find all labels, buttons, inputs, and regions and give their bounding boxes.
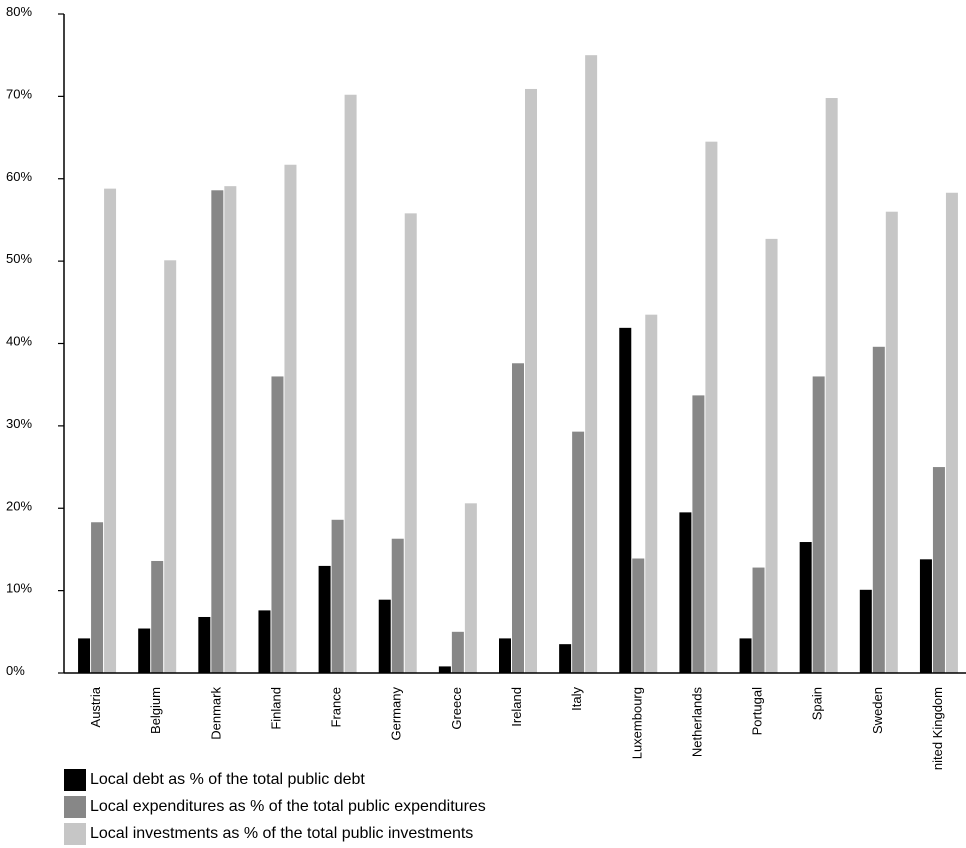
x-tick-label-spain: Spain bbox=[810, 687, 825, 720]
y-tick-label: 70% bbox=[6, 86, 32, 101]
bar-local-investments-sweden bbox=[885, 211, 898, 673]
bar-local-debt-denmark bbox=[198, 616, 211, 673]
legend-item-local-investments: Local investments as % of the total publ… bbox=[64, 820, 486, 847]
legend-label-local-debt: Local debt as % of the total public debt bbox=[90, 770, 365, 788]
bar-local-debt-austria bbox=[78, 638, 91, 673]
x-labels-group: Austria Belgium Denmark Finland France German… bbox=[88, 686, 945, 770]
y-tick-label: 10% bbox=[6, 581, 32, 596]
x-tick-label-portugal: Portugal bbox=[750, 687, 765, 736]
y-tick-label: 50% bbox=[6, 251, 32, 266]
x-tick-label-france: France bbox=[329, 687, 344, 727]
bar-local-expenditures-denmark bbox=[211, 190, 224, 673]
y-ticks-group: 0% 10% 20% 30% 40% 50% 60% 70% 80% bbox=[6, 4, 64, 678]
bar-local-expenditures-united-kingdom bbox=[932, 467, 945, 673]
bar-local-expenditures-belgium bbox=[151, 560, 164, 673]
bar-local-expenditures-greece bbox=[451, 631, 464, 673]
x-tick-label-finland: Finland bbox=[268, 687, 283, 730]
bar-local-expenditures-ireland bbox=[512, 363, 524, 673]
legend-swatch-local-expenditures bbox=[64, 795, 86, 818]
bar-local-expenditures-finland bbox=[271, 376, 284, 673]
y-tick-label: 30% bbox=[6, 416, 32, 431]
bar-local-debt-spain bbox=[799, 542, 812, 673]
legend-item-local-expenditures: Local expenditures as % of the total pub… bbox=[64, 793, 486, 820]
legend-item-local-debt: Local debt as % of the total public debt bbox=[64, 766, 486, 793]
x-tick-label-germany: Germany bbox=[389, 687, 404, 741]
bar-local-expenditures-spain bbox=[812, 376, 825, 673]
x-tick-label-austria: Austria bbox=[88, 686, 103, 727]
bar-local-investments-greece bbox=[464, 503, 477, 673]
legend-swatch-local-investments bbox=[64, 822, 86, 845]
legend-label-local-expenditures: Local expenditures as % of the total pub… bbox=[90, 797, 486, 815]
bar-local-investments-ireland bbox=[525, 88, 537, 674]
x-tick-label-belgium: Belgium bbox=[148, 687, 163, 734]
bar-local-debt-portugal bbox=[739, 638, 752, 673]
bar-local-investments-austria bbox=[104, 188, 117, 673]
bar-local-investments-united-kingdom bbox=[945, 192, 958, 673]
bar-local-debt-netherlands bbox=[679, 512, 692, 673]
x-tick-label-sweden: Sweden bbox=[870, 687, 885, 734]
legend: Local debt as % of the total public debt… bbox=[64, 766, 486, 847]
bar-local-investments-germany bbox=[404, 213, 417, 673]
bar-local-investments-finland bbox=[284, 164, 297, 673]
y-tick-label: 80% bbox=[6, 4, 32, 19]
legend-swatch-local-debt bbox=[64, 768, 86, 791]
bar-local-investments-netherlands bbox=[705, 141, 718, 673]
bar-local-debt-finland bbox=[258, 610, 271, 673]
bar-local-investments-belgium bbox=[164, 260, 177, 673]
bar-local-expenditures-luxembourg bbox=[632, 558, 645, 673]
bar-local-debt-sweden bbox=[859, 589, 872, 673]
bar-local-debt-germany bbox=[378, 599, 391, 673]
legend-label-local-investments: Local investments as % of the total publ… bbox=[90, 824, 474, 842]
bar-local-investments-luxembourg bbox=[645, 314, 658, 673]
y-tick-label: 0% bbox=[6, 663, 25, 678]
bar-local-debt-ireland bbox=[499, 638, 511, 673]
x-tick-label-united-kingdom: United Kingdom bbox=[930, 687, 945, 770]
bar-local-debt-belgium bbox=[138, 628, 151, 673]
y-tick-label: 20% bbox=[6, 498, 32, 513]
bar-local-investments-france bbox=[344, 94, 357, 674]
bar-local-investments-portugal bbox=[765, 238, 778, 674]
y-tick-label: 40% bbox=[6, 334, 32, 349]
x-tick-label-ireland: Ireland bbox=[509, 687, 524, 727]
bar-local-expenditures-germany bbox=[391, 538, 404, 673]
bars-group bbox=[78, 55, 958, 674]
bar-local-investments-denmark bbox=[224, 186, 237, 673]
bar-local-expenditures-sweden bbox=[872, 346, 885, 673]
bar-local-debt-united-kingdom bbox=[919, 559, 932, 673]
bar-local-investments-spain bbox=[825, 98, 838, 673]
bar-local-expenditures-portugal bbox=[752, 567, 765, 673]
bar-local-expenditures-austria bbox=[91, 522, 104, 673]
bar-local-investments-italy bbox=[585, 55, 598, 673]
bar-local-debt-italy bbox=[559, 644, 572, 673]
bar-local-expenditures-italy bbox=[572, 431, 585, 673]
y-tick-label: 60% bbox=[6, 169, 32, 184]
bar-local-expenditures-france bbox=[331, 519, 344, 673]
bar-local-debt-france bbox=[318, 565, 331, 673]
bar-local-debt-greece bbox=[438, 666, 451, 673]
x-tick-label-greece: Greece bbox=[449, 687, 464, 730]
chart: 0% 10% 20% 30% 40% 50% 60% 70% 80% Austria Belgiu… bbox=[6, 4, 966, 770]
bar-local-expenditures-netherlands bbox=[692, 395, 705, 673]
bar-local-debt-luxembourg bbox=[619, 327, 632, 673]
x-tick-label-luxembourg: Luxembourg bbox=[629, 687, 644, 759]
x-tick-label-netherlands: Netherlands bbox=[689, 687, 704, 758]
x-tick-label-denmark: Denmark bbox=[208, 687, 223, 740]
x-tick-label-italy: Italy bbox=[569, 687, 584, 711]
